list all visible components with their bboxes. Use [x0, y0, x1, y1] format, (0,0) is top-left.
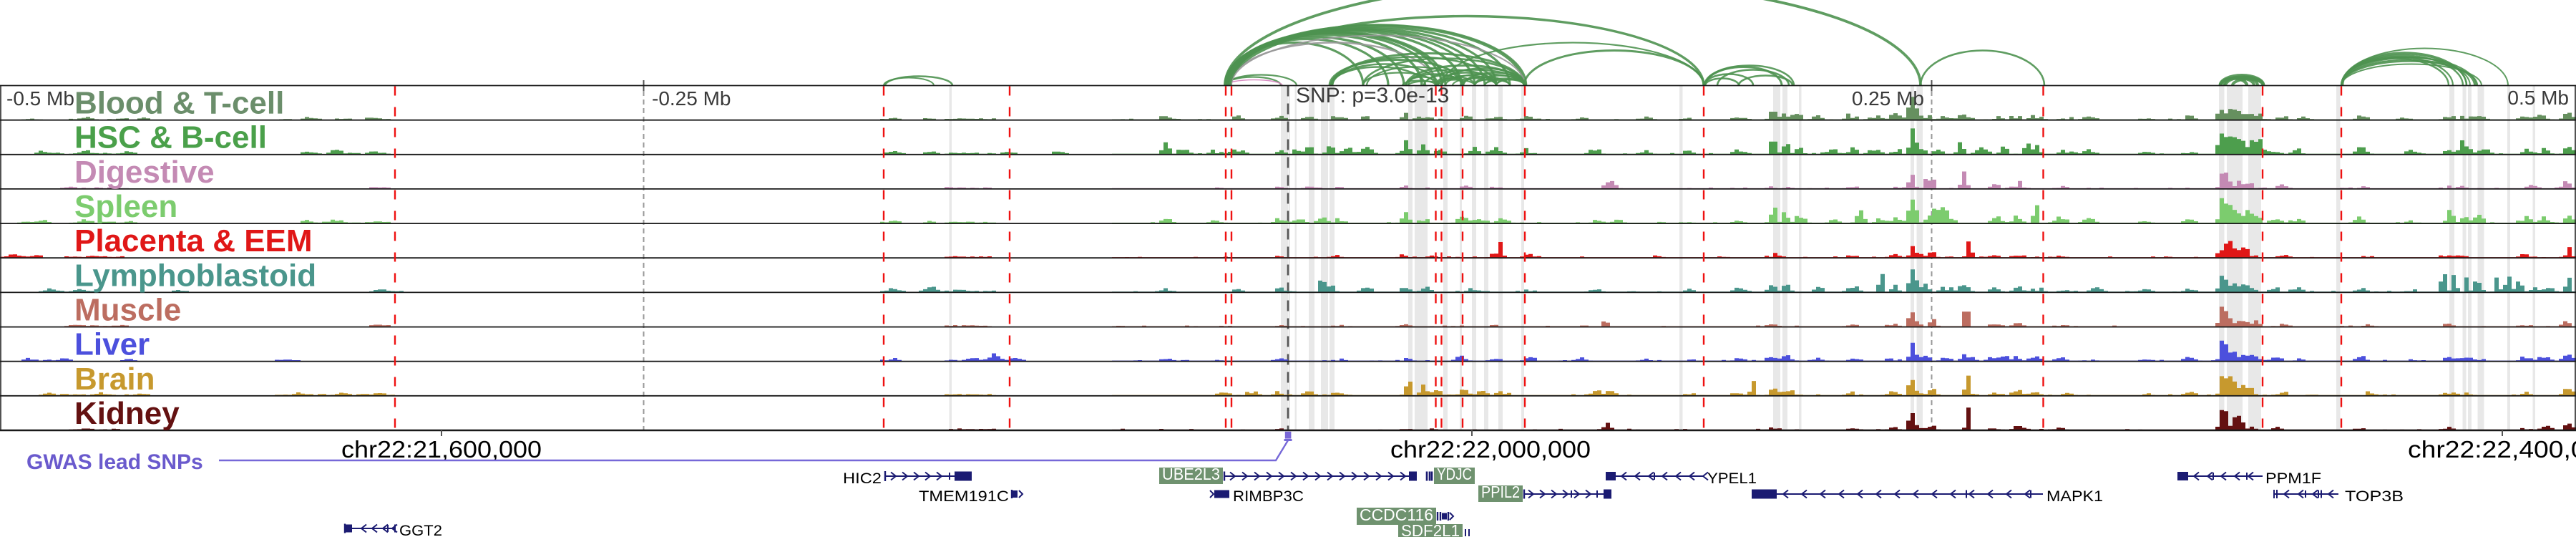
svg-text:PPIL2: PPIL2: [1481, 483, 1520, 501]
svg-text:chr22:22,400,000: chr22:22,400,000: [2408, 436, 2576, 463]
svg-text:PPM1F: PPM1F: [2265, 470, 2321, 487]
svg-text:chr22:21,600,000: chr22:21,600,000: [341, 436, 542, 463]
svg-text:TMEM191C: TMEM191C: [919, 488, 1009, 505]
svg-text:SNP: p=3.0e-13: SNP: p=3.0e-13: [1296, 84, 1449, 107]
svg-text:SDF2L1: SDF2L1: [1401, 521, 1460, 537]
svg-text:Liver: Liver: [74, 327, 150, 362]
svg-text:Placenta & EEM: Placenta & EEM: [74, 223, 313, 258]
svg-text:Brain: Brain: [74, 362, 155, 397]
svg-text:RIMBP3C: RIMBP3C: [1233, 488, 1304, 505]
svg-text:CCDC116: CCDC116: [1360, 505, 1433, 524]
svg-text:-0.5 Mb: -0.5 Mb: [6, 87, 74, 110]
svg-text:MAPK1: MAPK1: [2046, 488, 2103, 505]
svg-text:Muscle: Muscle: [74, 292, 181, 327]
svg-text:0.25 Mb: 0.25 Mb: [1852, 87, 1924, 110]
svg-text:Kidney: Kidney: [74, 396, 180, 431]
svg-text:Spleen: Spleen: [74, 189, 177, 224]
svg-text:UBE2L3: UBE2L3: [1162, 465, 1220, 483]
svg-text:-0.25 Mb: -0.25 Mb: [652, 87, 731, 110]
svg-text:YPEL1: YPEL1: [1707, 470, 1757, 487]
svg-text:chr22:22,000,000: chr22:22,000,000: [1390, 436, 1591, 463]
svg-text:Digestive: Digestive: [74, 155, 215, 190]
svg-text:GWAS lead SNPs: GWAS lead SNPs: [26, 450, 203, 474]
svg-text:Lymphoblastoid: Lymphoblastoid: [74, 258, 316, 293]
svg-text:GGT2: GGT2: [399, 523, 442, 537]
svg-text:Blood & T-cell: Blood & T-cell: [74, 86, 284, 121]
svg-text:HIC2: HIC2: [843, 470, 882, 487]
svg-text:0.5 Mb: 0.5 Mb: [2507, 87, 2569, 109]
svg-text:YDJC: YDJC: [1437, 465, 1472, 483]
svg-text:HSC & B-cell: HSC & B-cell: [74, 120, 267, 155]
svg-text:TOP3B: TOP3B: [2345, 488, 2404, 505]
